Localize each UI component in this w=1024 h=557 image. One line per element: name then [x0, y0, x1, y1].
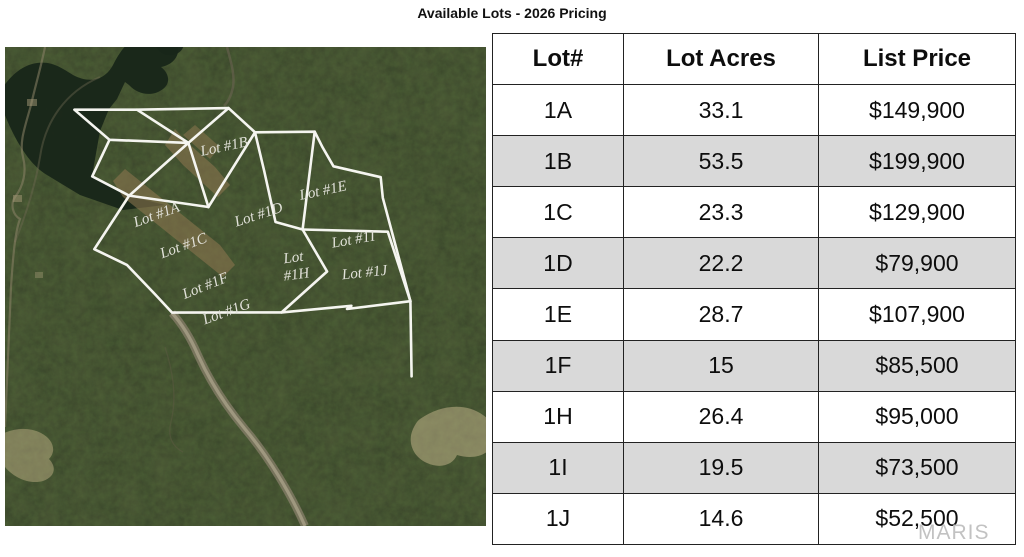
svg-text:Lot: Lot	[281, 249, 305, 268]
